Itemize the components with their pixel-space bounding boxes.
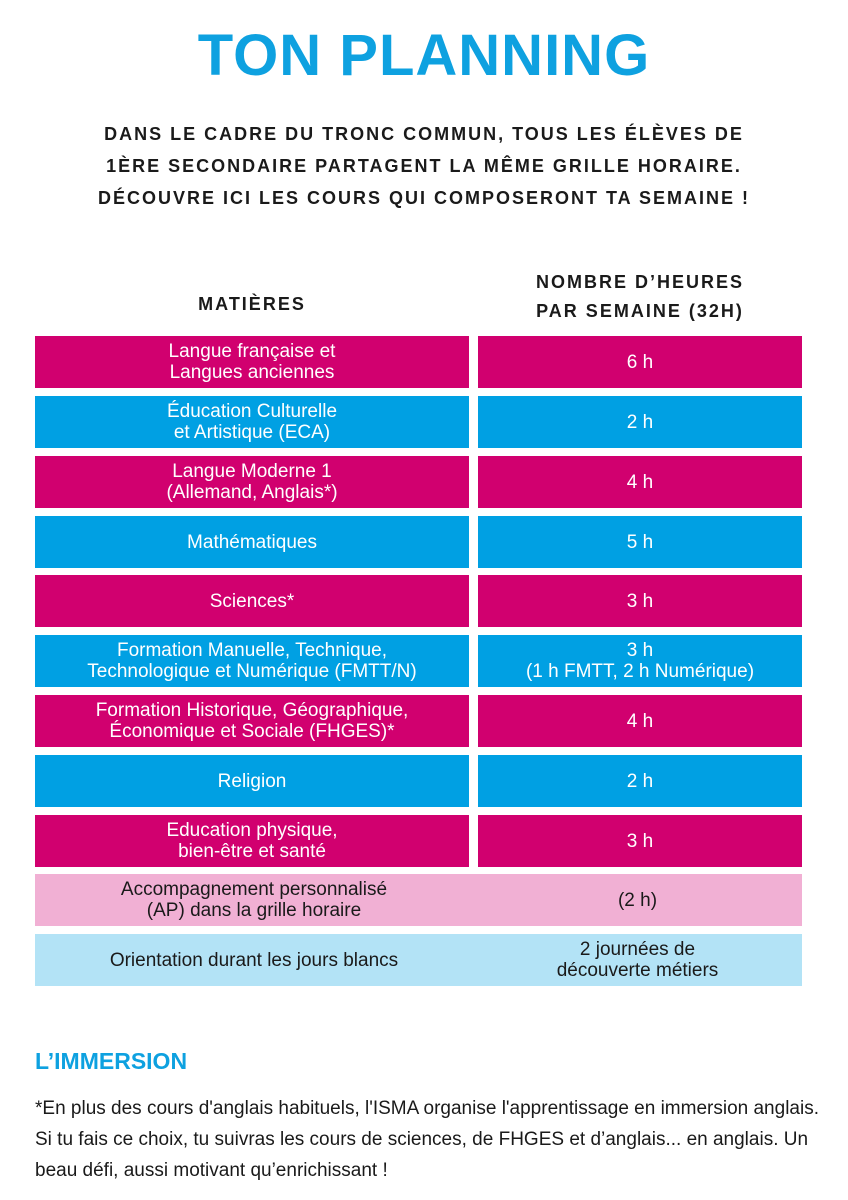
table-row: Langue Moderne 1 (Allemand, Anglais*) 4 h — [35, 456, 802, 508]
hours-cell-line: (2 h) — [617, 889, 658, 911]
subject-cell-line: Éducation Culturelle — [166, 401, 338, 422]
hours-cell-line: 3 h — [626, 830, 654, 852]
subject-cell: Éducation Culturelle et Artistique (ECA) — [35, 396, 469, 448]
table-row: Langue française et Langues anciennes 6 h — [35, 336, 802, 388]
subject-cell-line: bien-être et santé — [178, 841, 326, 862]
hours-cell-line: 4 h — [626, 471, 654, 493]
hours-cell-line: 3 h — [626, 640, 654, 661]
subject-cell: Langue Moderne 1 (Allemand, Anglais*) — [35, 456, 469, 508]
subject-cell-line: Sciences* — [209, 590, 295, 612]
subject-cell-line: Accompagnement personnalisé — [120, 879, 388, 900]
subject-cell: Religion — [35, 755, 469, 807]
table-row: Sciences* 3 h — [35, 575, 802, 627]
subject-cell: Sciences* — [35, 575, 469, 627]
intro-line: 1ère secondaire partagent la même grille… — [106, 156, 742, 176]
subject-cell-line: et Artistique (ECA) — [173, 422, 331, 443]
hours-cell: 3 h (1 h FMTT, 2 h Numérique) — [478, 635, 802, 687]
hours-cell-line: 2 h — [626, 770, 654, 792]
page-title: TON PLANNING — [197, 23, 651, 88]
subject-cell: Orientation durant les jours blancs — [35, 934, 473, 986]
hours-header: NOMBRE D’HEURES PAR SEMAINE (32H) — [478, 268, 802, 326]
table-row: Mathématiques 5 h — [35, 516, 802, 568]
hours-cell: 4 h — [478, 695, 802, 747]
hours-cell: 2 h — [478, 396, 802, 448]
table-row: Religion 2 h — [35, 755, 802, 807]
table-row: Éducation Culturelle et Artistique (ECA) 2… — [35, 396, 802, 448]
intro-line: Découvre ici les cours qui composeront t… — [97, 188, 751, 208]
hours-cell-line: 5 h — [626, 531, 654, 553]
subject-cell-line: (AP) dans la grille horaire — [146, 900, 362, 921]
hours-cell: 5 h — [478, 516, 802, 568]
hours-cell: 3 h — [478, 815, 802, 867]
subject-cell-line: Langues anciennes — [169, 362, 335, 383]
hours-cell-line: (1 h FMTT, 2 h Numérique) — [525, 661, 755, 682]
subjects-header: MATIÈRES — [198, 294, 306, 314]
subject-cell: Formation Historique, Géographique, Écono… — [35, 695, 469, 747]
subject-cell-line: Économique et Sociale (FHGES)* — [109, 721, 395, 742]
intro-text: Dans le cadre du tronc commun, tous les … — [0, 118, 848, 214]
subject-cell-line: Formation Historique, Géographique, — [95, 700, 409, 721]
hours-cell-line: 4 h — [626, 710, 654, 732]
table-row: Orientation durant les jours blancs 2 jou… — [35, 934, 802, 986]
hours-cell: 2 h — [478, 755, 802, 807]
table-row: Education physique, bien-être et santé 3 h — [35, 815, 802, 867]
hours-cell: 3 h — [478, 575, 802, 627]
subject-cell-line: Orientation durant les jours blancs — [109, 949, 399, 971]
subject-cell-line: (Allemand, Anglais*) — [166, 482, 338, 503]
table-row: Accompagnement personnalisé (AP) dans la … — [35, 874, 802, 926]
hours-cell: 4 h — [478, 456, 802, 508]
hours-cell-line: 3 h — [626, 590, 654, 612]
hours-header-line: PAR SEMAINE (32H) — [536, 301, 744, 321]
hours-cell-line: découverte métiers — [556, 960, 719, 981]
subject-cell: Education physique, bien-être et santé — [35, 815, 469, 867]
subject-cell-line: Langue Moderne 1 — [172, 461, 332, 482]
subject-cell-line: Education physique, — [166, 820, 338, 841]
subject-cell-line: Technologique et Numérique (FMTT/N) — [87, 661, 417, 682]
subject-cell: Formation Manuelle, Technique, Technologi… — [35, 635, 469, 687]
table-row: Formation Historique, Géographique, Écono… — [35, 695, 802, 747]
hours-cell-line: 2 journées de — [579, 939, 696, 960]
subject-cell-line: Mathématiques — [187, 531, 317, 553]
hours-cell: 2 journées de découverte métiers — [473, 934, 802, 986]
hours-header-line: NOMBRE D’HEURES — [535, 272, 744, 292]
subject-cell-line: Formation Manuelle, Technique, — [116, 640, 388, 661]
table-row: Formation Manuelle, Technique, Technologi… — [35, 635, 802, 687]
subject-cell-line: Langue française et — [168, 341, 336, 362]
hours-cell-line: 2 h — [626, 411, 654, 433]
subject-cell: Langue française et Langues anciennes — [35, 336, 469, 388]
subject-cell: Accompagnement personnalisé (AP) dans la … — [35, 874, 473, 926]
intro-line: Dans le cadre du tronc commun, tous les … — [104, 124, 744, 144]
hours-cell-line: 6 h — [626, 351, 654, 373]
immersion-title: L’IMMERSION — [35, 1048, 188, 1074]
immersion-text: *En plus des cours d'anglais habituels, … — [35, 1098, 819, 1181]
subject-cell: Mathématiques — [35, 516, 469, 568]
subject-cell-line: Religion — [217, 770, 287, 792]
hours-cell: (2 h) — [473, 874, 802, 926]
hours-cell: 6 h — [478, 336, 802, 388]
